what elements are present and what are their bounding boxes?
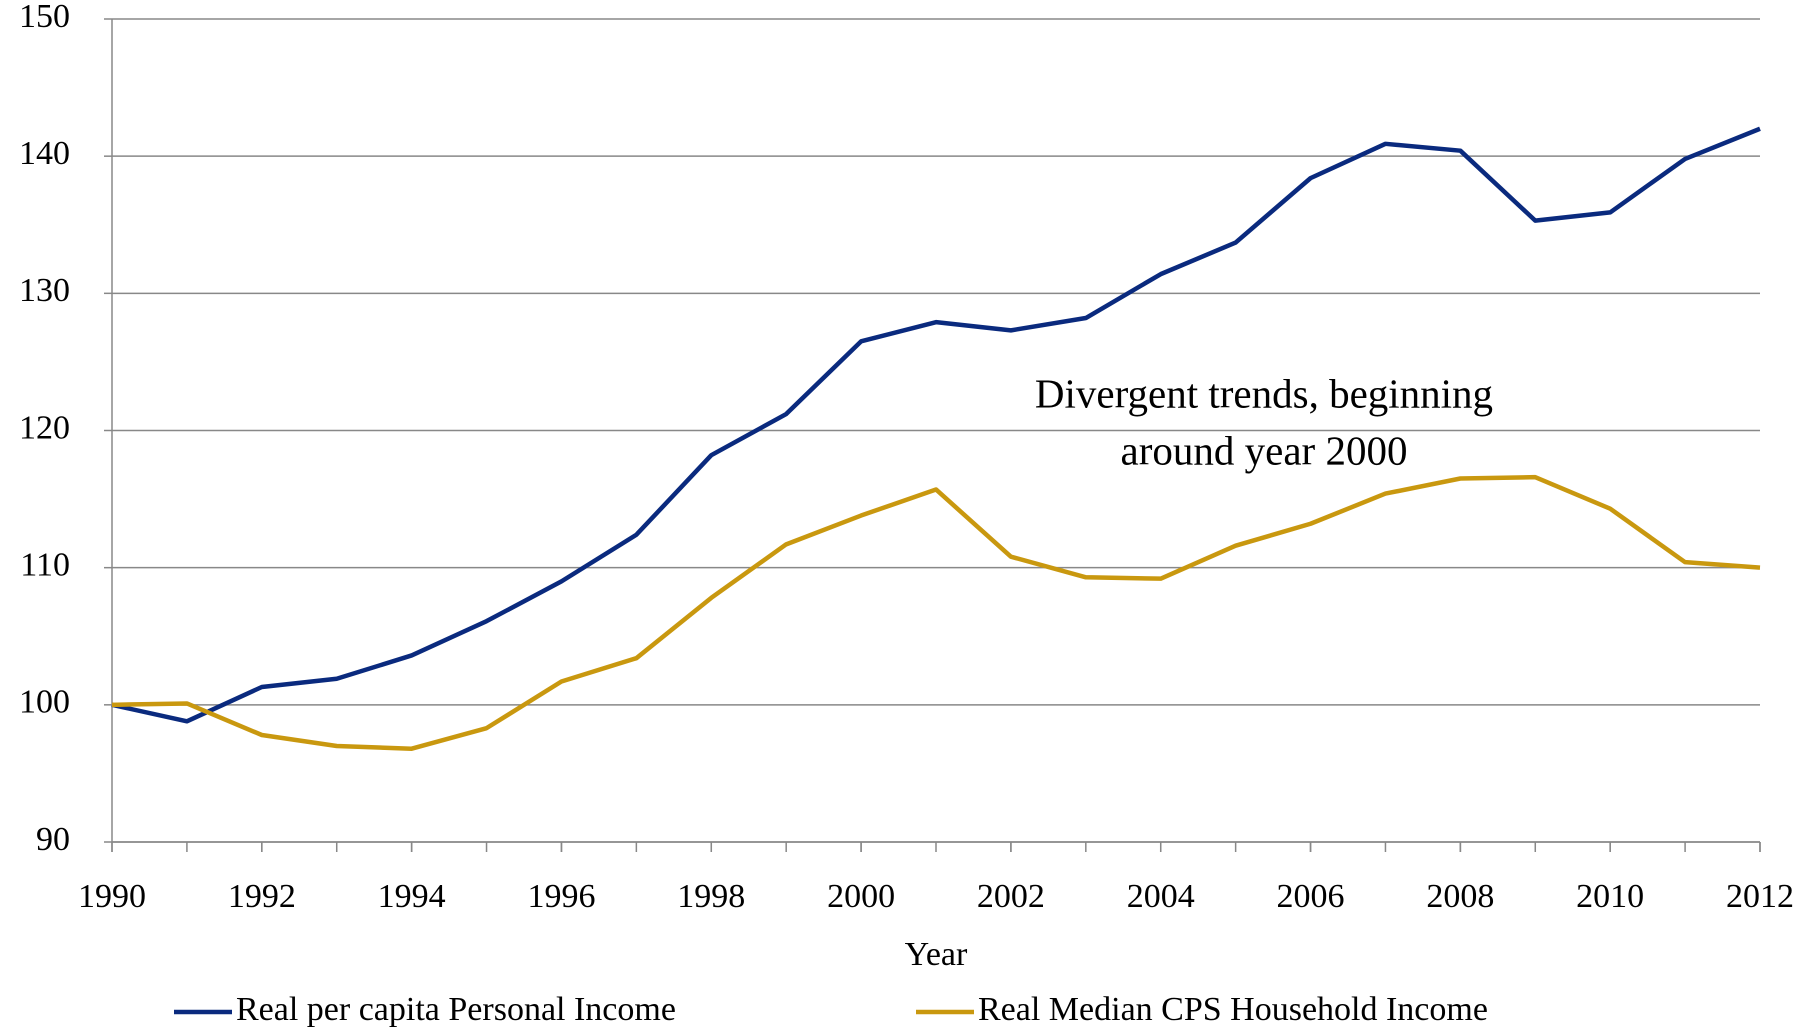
y-tick-label: 130 bbox=[19, 272, 70, 309]
x-tick-label: 2004 bbox=[1127, 878, 1195, 915]
x-tick-label: 1990 bbox=[78, 878, 146, 915]
x-axis-label: Year bbox=[905, 936, 968, 973]
series-line bbox=[111, 126, 1761, 724]
x-tick-label: 2006 bbox=[1277, 878, 1345, 915]
x-tick-label: 2010 bbox=[1576, 878, 1644, 915]
y-tick-label: 90 bbox=[36, 821, 70, 858]
x-tick-label: 2008 bbox=[1426, 878, 1494, 915]
annotation: around year 2000 bbox=[1121, 427, 1408, 473]
x-tick-label: 1992 bbox=[228, 878, 296, 915]
x-tick-label: 2000 bbox=[827, 878, 895, 915]
y-tick-label: 110 bbox=[20, 546, 70, 583]
x-tick-label: 1998 bbox=[677, 878, 745, 915]
y-tick-label: 150 bbox=[19, 0, 70, 35]
y-tick-label: 120 bbox=[19, 409, 70, 446]
annotation: Divergent trends, beginning bbox=[1035, 370, 1493, 416]
x-tick-label: 1994 bbox=[378, 878, 446, 915]
x-tick-label: 2002 bbox=[977, 878, 1045, 915]
series-line bbox=[111, 474, 1761, 751]
x-tick-label: 2012 bbox=[1726, 878, 1794, 915]
legend-label: Real per capita Personal Income bbox=[236, 991, 676, 1028]
y-tick-label: 140 bbox=[19, 135, 70, 172]
x-tick-label: 1996 bbox=[527, 878, 595, 915]
y-tick-label: 100 bbox=[19, 684, 70, 721]
legend-label: Real Median CPS Household Income bbox=[978, 991, 1488, 1028]
